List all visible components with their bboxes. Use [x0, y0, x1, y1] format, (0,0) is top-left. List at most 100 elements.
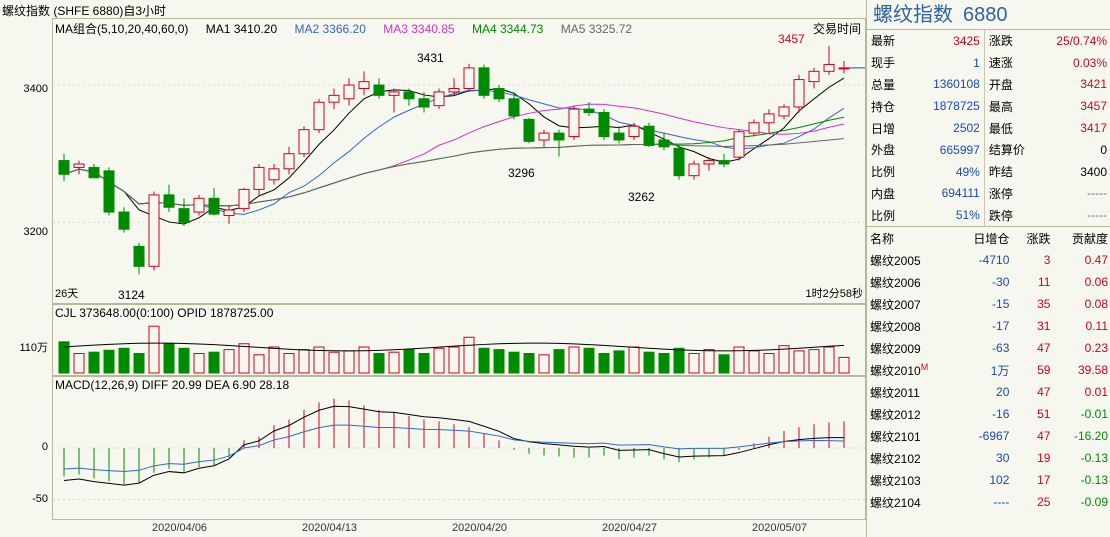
volume-bar — [208, 351, 220, 374]
candle-body — [613, 132, 625, 141]
candle-body — [583, 108, 595, 114]
candle-body — [448, 87, 460, 93]
list-header[interactable]: 日增仓 — [973, 231, 1010, 246]
volume-bar — [373, 353, 385, 374]
quote-label: 结算价 — [983, 138, 1033, 161]
candlestick-svg — [53, 45, 865, 275]
y-label-macd-50: -50 — [32, 493, 48, 505]
trade-time-label[interactable]: 交易时间 — [812, 22, 861, 36]
list-header[interactable]: 贡献度 — [1071, 231, 1108, 246]
contract-row[interactable]: 螺纹2005 -4710 3 0.47 — [867, 249, 1110, 271]
quote-row: 外盘 665997 结算价 0 — [867, 138, 1110, 161]
volume-bar — [613, 350, 625, 374]
candle-body — [103, 170, 115, 213]
contract-contribution: -0.01 — [1080, 407, 1108, 422]
price-pane[interactable]: MA组合(5,10,20,40,60,0) MA1 3410.20 MA2 33… — [52, 18, 866, 304]
quote-value: 694111 — [941, 186, 980, 201]
quote-table: 最新 3425 涨跌 25/0.74% 现手 1 速涨 0.03% 总量 1360108 开盘 342… — [867, 30, 1110, 227]
contract-row[interactable]: 螺纹2104 ---- 25 -0.09 — [867, 491, 1110, 513]
contract-name: 螺纹2011 — [870, 385, 920, 400]
volume-bar — [823, 346, 835, 374]
contract-name: 螺纹2101 — [870, 429, 921, 444]
contract-oi-change: -6967 — [978, 429, 1010, 444]
candle-body — [763, 113, 775, 124]
candle-body — [778, 106, 790, 117]
contract-row[interactable]: 螺纹2006 -30 11 0.06 — [867, 271, 1110, 293]
contract-contribution: 39.58 — [1077, 363, 1108, 378]
contract-row[interactable]: 螺纹2007 -15 35 0.08 — [867, 293, 1110, 315]
volume-svg — [58, 325, 850, 374]
contract-name: 螺纹2010M — [870, 361, 929, 378]
contract-contribution: -0.13 — [1080, 473, 1108, 488]
candle-body — [463, 67, 475, 89]
volume-bar — [193, 353, 205, 374]
candle-body — [598, 112, 610, 138]
contract-name: 螺纹2103 — [870, 473, 921, 488]
quote-value: 1 — [973, 55, 980, 70]
contract-contribution: 0.06 — [1084, 275, 1108, 290]
volume-bar — [418, 353, 430, 374]
candle-body — [568, 108, 580, 138]
contract-oi-change: -15 — [992, 297, 1010, 312]
trough-annotation: 3262 — [628, 190, 655, 204]
volume-bar — [493, 349, 505, 374]
diff-line — [63, 405, 845, 486]
volume-bar — [763, 353, 775, 374]
candle-body — [823, 63, 835, 72]
quote-value: 665997 — [939, 142, 980, 157]
contract-row[interactable]: 螺纹2103 102 17 -0.13 — [867, 469, 1110, 491]
volume-bar — [253, 354, 265, 374]
ma4-value: MA4 3344.73 — [471, 22, 544, 36]
volume-bar — [838, 356, 850, 374]
x-label: 2020/04/13 — [302, 522, 358, 534]
quote-label: 昨结 — [983, 160, 1033, 183]
volume-bar — [223, 349, 235, 374]
volume-legend: CJL 373648.00(0:100) OPID 1878725.00 — [55, 306, 274, 320]
kline-chart-area[interactable]: 螺纹指数 (SHFE 6880)自3小时 MA组合(5,10,20,40,60,… — [0, 0, 866, 537]
quote-value: 3457 — [1080, 99, 1107, 114]
contract-oi-change: 1万 — [990, 363, 1010, 378]
candle-body — [133, 245, 145, 267]
list-header[interactable]: 涨跌 — [1026, 231, 1051, 246]
volume-bar — [658, 353, 670, 374]
candle-body — [238, 188, 250, 210]
volume-bar — [448, 346, 460, 374]
contract-name: 螺纹2102 — [870, 451, 921, 466]
volume-bar — [703, 349, 715, 374]
volume-pane[interactable]: CJL 373648.00(0:100) OPID 1878725.00 — [52, 304, 866, 376]
quote-value: 1878725 — [933, 99, 980, 114]
volume-bar — [313, 346, 325, 374]
volume-bar — [73, 353, 85, 374]
list-header[interactable]: 名称 — [870, 231, 895, 246]
quote-value: 3400 — [1080, 164, 1107, 179]
quote-label: 最高 — [983, 95, 1033, 118]
contract-oi-change: 30 — [996, 451, 1010, 466]
contract-contribution: -0.09 — [1080, 495, 1108, 510]
quote-row: 比例 51% 跌停 ----- — [867, 204, 1110, 227]
quote-label: 跌停 — [983, 204, 1033, 227]
quote-value: 49% — [955, 164, 980, 179]
candle-body — [433, 91, 445, 107]
contract-name: 螺纹2104 — [870, 495, 921, 510]
volume-bar — [88, 351, 100, 374]
candle-body — [403, 91, 415, 100]
candle-body — [718, 160, 730, 165]
contract-row[interactable]: 螺纹2101 -6967 47 -16.20 — [867, 425, 1110, 447]
contract-oi-change: -17 — [992, 319, 1010, 334]
contract-row[interactable]: 螺纹2010M 1万 59 39.58 — [867, 359, 1110, 381]
volume-bar — [403, 349, 415, 374]
volume-bar — [58, 341, 70, 374]
candle-body — [388, 91, 400, 96]
volume-bar — [748, 350, 760, 374]
contract-row[interactable]: 螺纹2011 20 47 0.01 — [867, 381, 1110, 403]
contract-row[interactable]: 螺纹2012 -16 51 -0.01 — [867, 403, 1110, 425]
contract-name: 螺纹2009 — [870, 341, 921, 356]
macd-pane[interactable]: MACD(12,26,9) DIFF 20.99 DEA 6.90 28.18 — [52, 376, 866, 520]
candle-body — [628, 125, 640, 138]
quote-row: 日增 2502 最低 3417 — [867, 117, 1110, 139]
contract-row[interactable]: 螺纹2102 30 19 -0.13 — [867, 447, 1110, 469]
contract-row[interactable]: 螺纹2009 -63 47 0.23 — [867, 337, 1110, 359]
contract-row[interactable]: 螺纹2008 -17 31 0.11 — [867, 315, 1110, 337]
volume-bar — [178, 347, 190, 374]
y-label-macd-0: 0 — [41, 441, 48, 453]
